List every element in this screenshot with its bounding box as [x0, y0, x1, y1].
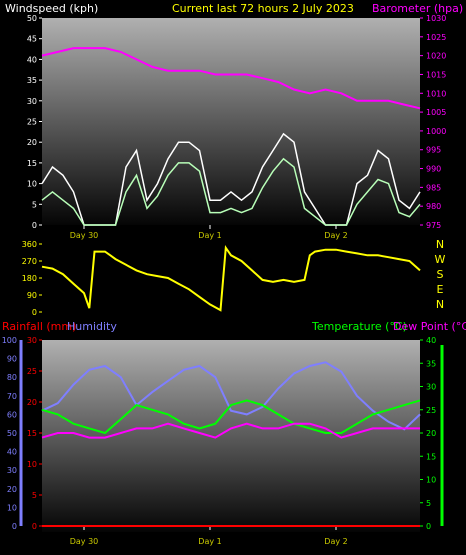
baro-ytick-label: 1010 — [426, 89, 446, 98]
series-humidity-line — [41, 361, 421, 431]
temp-ytick-label: 5 — [426, 499, 431, 508]
humidity-ytick-label: 80 — [7, 373, 17, 382]
dir-ytick-label: 180 — [22, 274, 37, 283]
dir-ytick-label: 0 — [32, 308, 37, 317]
wind-ytick-label: 0 — [32, 221, 37, 230]
baro-ytick-label: 985 — [426, 183, 441, 192]
temp-panel — [42, 340, 420, 532]
temp-xtick-label: Day 30 — [70, 537, 99, 546]
wind-ytick-label: 35 — [27, 76, 37, 85]
series-direction-line — [41, 244, 421, 312]
temp-ytick-label: 0 — [426, 522, 431, 531]
baro-ytick-label: 995 — [426, 146, 441, 155]
humidity-ytick-label: 10 — [7, 503, 17, 512]
dir-ytick-label: 90 — [27, 291, 37, 300]
humidity-ytick-label: 60 — [7, 410, 17, 419]
wind-xtick-label: Day 1 — [198, 231, 221, 240]
chart-marks: 0510152025303540455097598098599099510001… — [2, 14, 447, 546]
series-average-line — [41, 157, 421, 226]
wind-panel — [42, 18, 420, 225]
direction-letter: S — [437, 268, 444, 281]
dewpoint-title: Dew Point (°C) — [393, 320, 466, 333]
rain-ytick-label: 25 — [27, 367, 37, 376]
wind-ytick-label: 5 — [32, 200, 37, 209]
temp-ytick-label: 30 — [426, 383, 436, 392]
wind-ytick-label: 40 — [27, 55, 37, 64]
temp-ytick-label: 35 — [426, 359, 436, 368]
humidity-ytick-label: 30 — [7, 466, 17, 475]
rain-ytick-label: 15 — [27, 429, 37, 438]
temp-ytick-label: 15 — [426, 452, 436, 461]
temp-ytick-label: 10 — [426, 476, 436, 485]
series-temperature-line — [41, 399, 421, 435]
wind-ytick-label: 25 — [27, 118, 37, 127]
baro-ytick-label: 1000 — [426, 127, 446, 136]
wind-ytick-label: 30 — [27, 97, 37, 106]
direction-letter: W — [435, 253, 446, 266]
wind-xtick-label: Day 30 — [70, 231, 99, 240]
rain-ytick-label: 5 — [32, 491, 37, 500]
wind-title: Windspeed (kph) — [5, 2, 98, 15]
direction-letter: N — [436, 238, 444, 251]
baro-ytick-label: 1015 — [426, 70, 446, 79]
series-dew-point-line — [41, 422, 420, 439]
temp-ytick-label: 25 — [426, 406, 436, 415]
wind-xtick-label: Day 2 — [324, 231, 347, 240]
humidity-title: Humidity — [67, 320, 117, 333]
rainfall-title: Rainfall (mm) — [2, 320, 76, 333]
direction-letter: E — [437, 283, 444, 296]
rain-ytick-label: 10 — [27, 460, 37, 469]
temp-ytick-label: 40 — [426, 336, 436, 345]
humidity-ytick-label: 90 — [7, 355, 17, 364]
rain-ytick-label: 20 — [27, 398, 37, 407]
temp-ytick-label: 20 — [426, 429, 436, 438]
baro-ytick-label: 980 — [426, 202, 441, 211]
dir-ytick-label: 270 — [22, 257, 37, 266]
baro-ytick-label: 1025 — [426, 33, 446, 42]
temp-xtick-label: Day 1 — [198, 537, 221, 546]
baro-ytick-label: 1005 — [426, 108, 446, 117]
humidity-ytick-label: 0 — [12, 522, 17, 531]
rain-ytick-label: 30 — [27, 336, 37, 345]
wind-ytick-label: 15 — [27, 159, 37, 168]
wind-ytick-label: 50 — [27, 14, 37, 23]
baro-ytick-label: 1020 — [426, 52, 446, 61]
temp-xtick-label: Day 2 — [324, 537, 347, 546]
wind-ytick-label: 20 — [27, 138, 37, 147]
humidity-ytick-label: 20 — [7, 485, 17, 494]
center-title: Current last 72 hours 2 July 2023 — [172, 2, 354, 15]
wind-ytick-label: 45 — [27, 35, 37, 44]
baro-ytick-label: 975 — [426, 221, 441, 230]
humidity-ytick-label: 70 — [7, 392, 17, 401]
baro-title: Barometer (hpa) — [372, 2, 463, 15]
humidity-ytick-label: 50 — [7, 429, 17, 438]
rain-ytick-label: 0 — [32, 522, 37, 531]
humidity-ytick-label: 100 — [2, 336, 17, 345]
wind-ytick-label: 10 — [27, 180, 37, 189]
baro-ytick-label: 1030 — [426, 14, 446, 23]
dir-ytick-label: 360 — [22, 240, 37, 249]
series-barometer-line — [41, 47, 421, 110]
direction-letter: N — [436, 298, 444, 311]
temperature-title: Temperature (°C) — [311, 320, 407, 333]
baro-ytick-label: 990 — [426, 165, 441, 174]
humidity-ytick-label: 40 — [7, 448, 17, 457]
